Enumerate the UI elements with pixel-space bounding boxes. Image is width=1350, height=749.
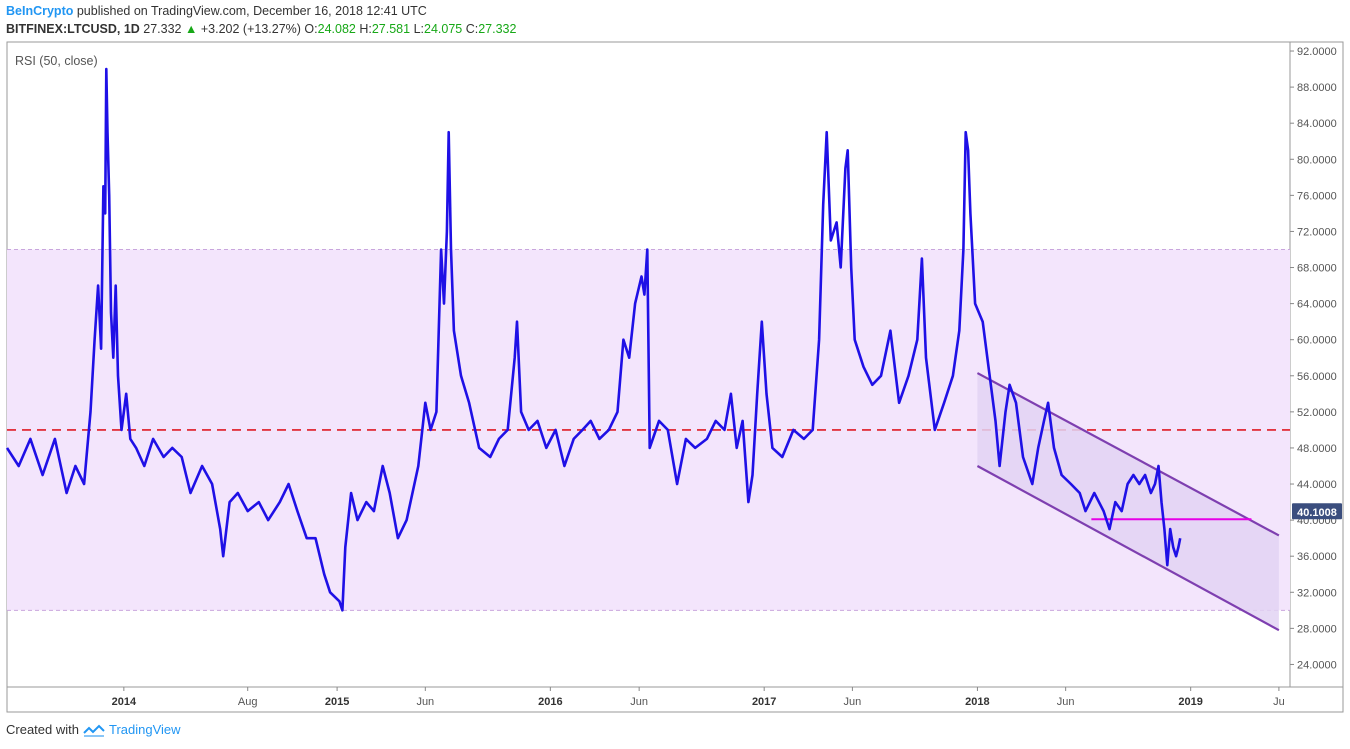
price-tick-label: 36.0000	[1297, 551, 1337, 563]
price-tick-label: 92.0000	[1297, 46, 1337, 58]
price-badge	[1292, 504, 1342, 520]
close-value: 27.332	[478, 22, 517, 36]
price-tick-label: 32.0000	[1297, 587, 1337, 599]
high-label: H:	[359, 22, 372, 36]
price-tick-label: 88.0000	[1297, 82, 1337, 94]
symbol-info: BITFINEX:LTCUSD, 1D 27.332 ▲ +3.202 (+13…	[6, 22, 516, 36]
channel-upper-line[interactable]	[976, 372, 1280, 537]
price-axis-badges: 40.212640.1008	[1292, 503, 1342, 520]
time-tick-label: Jun	[630, 696, 648, 708]
tradingview-logo-icon	[83, 724, 105, 737]
close-label: C:	[465, 22, 479, 36]
published-text: published on TradingView.com, December 1…	[76, 4, 427, 18]
price-tick-label: 44.0000	[1297, 479, 1337, 491]
time-tick-label: Jun	[416, 696, 434, 708]
publish-info: BeInCrypto published on TradingView.com,…	[6, 4, 427, 18]
price-tick-label: 64.0000	[1297, 299, 1337, 311]
price-tick-label: 60.0000	[1297, 335, 1337, 347]
price-badge-label: 40.1008	[1297, 507, 1337, 519]
price-change: +3.202 (+13.27%)	[200, 22, 301, 36]
time-tick-label: 2017	[752, 696, 776, 708]
time-tick-label: 2019	[1178, 696, 1202, 708]
time-axis-frame	[6, 686, 1344, 713]
up-arrow-icon: ▲	[185, 22, 198, 36]
low-label: L:	[413, 22, 424, 36]
channel-lower-line[interactable]	[976, 465, 1280, 632]
price-axis-labels: 92.0000 88.0000 84.0000 80.0000 76.0000 72.00…	[1290, 46, 1337, 671]
open-label: O:	[304, 22, 318, 36]
price-tick-label: 28.0000	[1297, 623, 1337, 635]
price-tick-label: 48.0000	[1297, 443, 1337, 455]
price-tick-label: 68.0000	[1297, 263, 1337, 275]
publisher-name[interactable]: BeInCrypto	[6, 4, 74, 18]
price-tick-label: 80.0000	[1297, 154, 1337, 166]
price-tick-label: 76.0000	[1297, 190, 1337, 202]
price-tick-label: 84.0000	[1297, 118, 1337, 130]
time-axis-labels: 2014 Aug 2015 Jun 2016 Jun 2017 Jun 2018 Jun 2019 J…	[112, 687, 1285, 708]
indicator-title: RSI (50, close)	[15, 54, 98, 68]
created-with-text: Created with	[6, 722, 79, 737]
time-tick-label: Aug	[238, 696, 258, 708]
price-tick-label: 52.0000	[1297, 407, 1337, 419]
last-price: 27.332	[143, 22, 182, 36]
price-tick-label: 24.0000	[1297, 659, 1337, 671]
time-tick-label: Ju	[1273, 696, 1285, 708]
time-tick-label: 2016	[538, 696, 562, 708]
time-tick-label: Jun	[844, 696, 862, 708]
rsi-series-line	[5, 67, 1182, 612]
footer: Created with TradingView	[6, 722, 181, 737]
price-tick-label: 56.0000	[1297, 371, 1337, 383]
time-tick-label: 2015	[325, 696, 349, 708]
tradingview-brand[interactable]: TradingView	[108, 722, 181, 737]
high-value: 27.581	[371, 22, 411, 36]
symbol-label: BITFINEX:LTCUSD, 1D	[6, 22, 140, 36]
price-tick-label: 72.0000	[1297, 226, 1337, 238]
time-tick-label: 2018	[965, 696, 989, 708]
low-value: 24.075	[424, 22, 463, 36]
time-tick-label: 2014	[112, 696, 137, 708]
open-value: 24.082	[317, 22, 356, 36]
time-tick-label: Jun	[1057, 696, 1075, 708]
